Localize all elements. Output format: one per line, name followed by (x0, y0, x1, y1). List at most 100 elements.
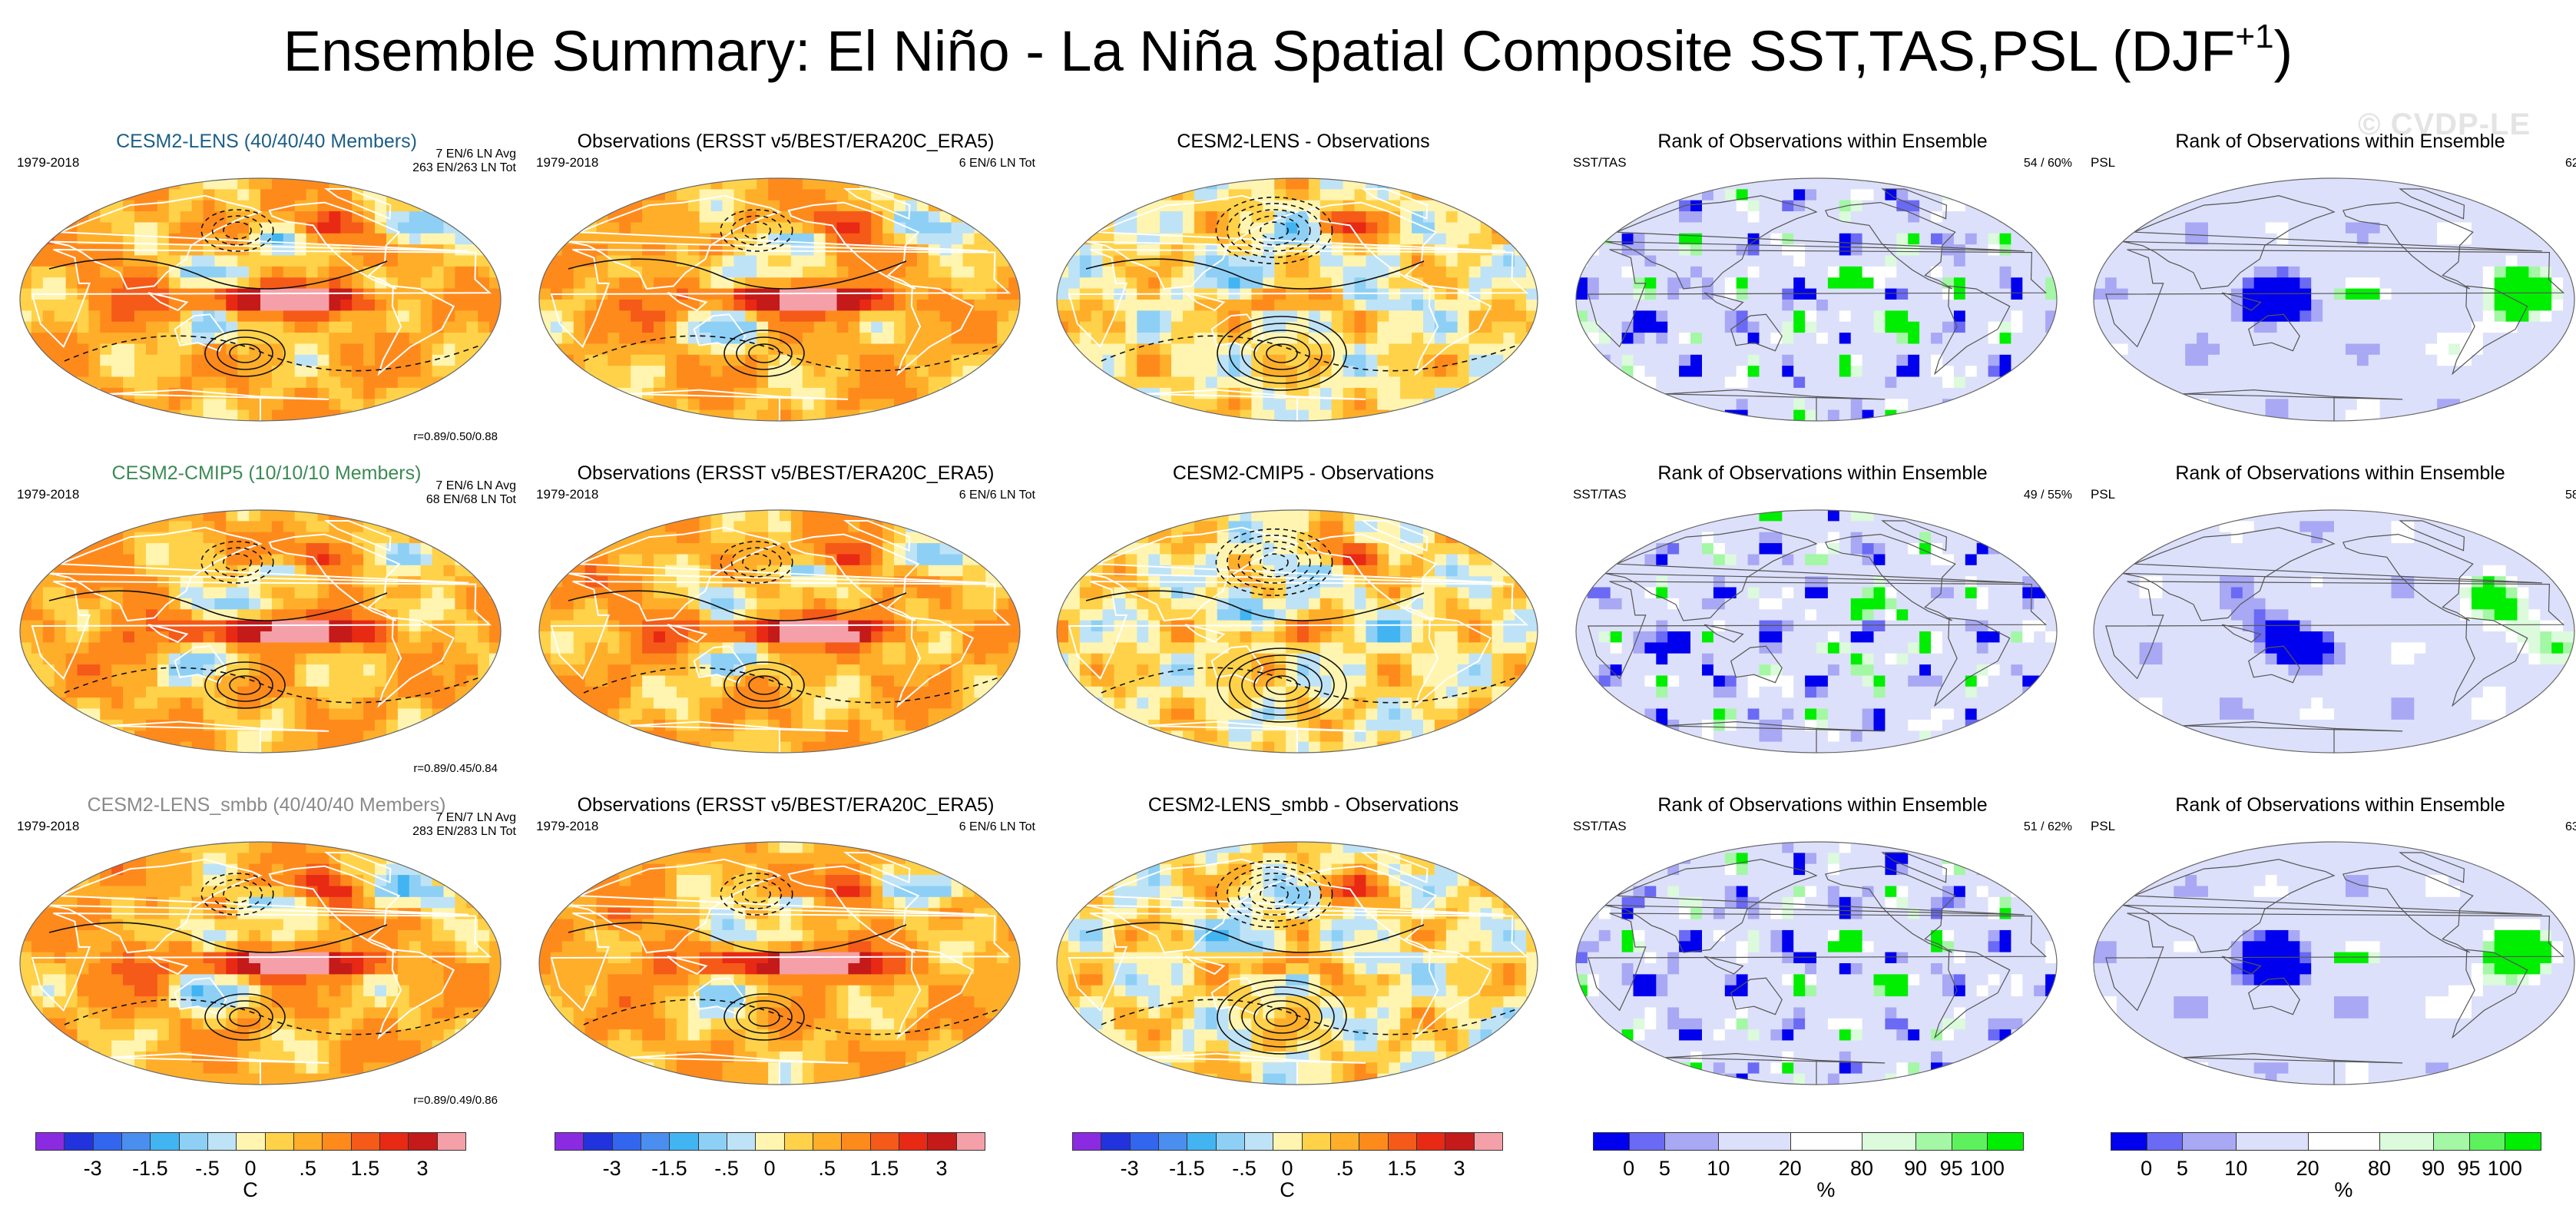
panel-title: CESM2-CMIP5 - Observations (1172, 462, 1435, 484)
colorbar-swatch (1187, 1132, 1217, 1151)
colorbar-swatch (1101, 1132, 1131, 1151)
panel-title: Observations (ERSST v5/BEST/ERA20C_ERA5) (577, 794, 995, 816)
colorbar-tick-label: 3 (416, 1157, 429, 1180)
event-counts: 7 EN/6 LN Avg 68 EN/68 LN Tot (426, 479, 516, 508)
field-cells (20, 178, 501, 421)
coastlines (2105, 520, 2565, 753)
pattern-correlation: r=0.89/0.50/0.88 (413, 430, 498, 443)
colorbar-swatch (236, 1132, 266, 1151)
colorbar-swatch (1628, 1132, 1666, 1151)
field-cells (1576, 842, 2057, 1085)
event-count-total: 68 EN/68 LN Tot (425, 493, 516, 507)
colorbar-tick-label: 3 (935, 1157, 948, 1180)
event-counts: 6 EN/6 LN Tot (959, 489, 1035, 502)
colorbar-swatch (1359, 1132, 1389, 1151)
map-rank (1575, 841, 2058, 1085)
colorbar-swatch (121, 1132, 151, 1151)
colorbar-swatch (2307, 1132, 2380, 1151)
coastlines (1068, 520, 1529, 753)
colorbar-swatch (436, 1132, 466, 1151)
colorbar-swatch (1158, 1132, 1188, 1151)
map-rankpsl (2093, 841, 2575, 1085)
coastlines (31, 852, 492, 1085)
colorbar-swatch (755, 1132, 785, 1151)
field-cells (2094, 510, 2574, 753)
map-diff (1056, 509, 1538, 754)
colorbar-swatch (293, 1132, 323, 1151)
colorbar-tick-label: 5 (2176, 1157, 2188, 1180)
event-count-avg: 7 EN/7 LN Avg (435, 811, 516, 824)
map-obs (538, 841, 1021, 1085)
colorbar-swatch (1387, 1132, 1417, 1151)
colorbar-swatch (1915, 1132, 1952, 1151)
map-rankpsl (2093, 177, 2575, 422)
colorbar-tick-label: 100 (1969, 1157, 2005, 1180)
period-label: 1979-2018 (17, 819, 80, 833)
colorbar-tick-label: 1.5 (869, 1157, 899, 1180)
colorbar-tick-label: 0 (2141, 1157, 2153, 1180)
colorbar-unit: % (1816, 1178, 1836, 1201)
colorbar-tick-label: 0 (244, 1157, 257, 1180)
rank-percentage: 49 / 55% (2023, 489, 2072, 502)
panel-rankpsl: Rank of Observations within Ensemble PSL 6… (2083, 793, 2576, 1123)
panel-title: Rank of Observations within Ensemble (2175, 462, 2505, 484)
coastlines (2105, 852, 2565, 1085)
colorbar-tick-label: 1.5 (1387, 1157, 1417, 1180)
colorbar-tick-label: 100 (2487, 1157, 2522, 1180)
panel-rank: Rank of Observations within Ensemble SST/… (1565, 793, 2080, 1123)
colorbar-swatch (727, 1132, 757, 1151)
panel-title: CESM2-LENS - Observations (1177, 131, 1430, 152)
psl-contours (1085, 196, 1517, 391)
colorbar-swatch (264, 1132, 294, 1151)
coastlines (550, 852, 1012, 1085)
colorbar-tick-label: -1.5 (1169, 1157, 1205, 1180)
colorbar-swatch (1862, 1132, 1916, 1151)
colorbar-swatch (1301, 1132, 1331, 1151)
colorbar-swatch (1987, 1132, 2024, 1151)
colorbar-swatch (350, 1132, 380, 1151)
colorbar-tick-label: .5 (818, 1157, 836, 1180)
period-label: 1979-2018 (17, 487, 80, 502)
coastlines (31, 520, 492, 753)
map-diff (1056, 177, 1538, 422)
colorbar-swatch (583, 1132, 613, 1151)
variable-label: PSL (2091, 819, 2116, 833)
colorbar-rank: 0 5 10 20 80 90 95 100% (2111, 1132, 2541, 1209)
panel-diff: CESM2-LENS - Observations (1046, 129, 1561, 459)
colorbar-tick-label: 80 (2367, 1157, 2392, 1180)
rank-percentage: 58% (2564, 489, 2576, 502)
panel-obs: Observations (ERSST v5/BEST/ERA20C_ERA5)… (528, 461, 1043, 791)
colorbar-swatch (1129, 1132, 1159, 1151)
colorbar-swatch (927, 1132, 957, 1151)
colorbar-swatch (1473, 1132, 1503, 1151)
coastlines (1068, 188, 1529, 421)
colorbar-tick-label: -.5 (195, 1157, 220, 1180)
panel-rankpsl: Rank of Observations within Ensemble PSL 5… (2083, 461, 2576, 791)
psl-contours (48, 541, 480, 709)
panel-title: Observations (ERSST v5/BEST/ERA20C_ERA5) (577, 462, 995, 484)
field-cells (2094, 178, 2574, 421)
colorbar-tick-label: -.5 (714, 1157, 739, 1180)
period-label: 1979-2018 (17, 155, 80, 170)
event-count-avg: 7 EN/6 LN Avg (435, 147, 516, 161)
colorbar-tick-label: -1.5 (132, 1157, 168, 1180)
colorbar-swatch (322, 1132, 352, 1151)
field-cells (539, 842, 1020, 1085)
colorbar-swatch (1951, 1132, 1988, 1151)
colorbar-tick-label: 0 (763, 1157, 776, 1180)
colorbar-swatch (1790, 1132, 1862, 1151)
rank-percentage: 51 / 62% (2023, 820, 2072, 833)
colorbar-tick-label: 80 (1849, 1157, 1874, 1180)
panel-rank: Rank of Observations within Ensemble SST/… (1565, 461, 2080, 791)
panel-title: CESM2-LENS (40/40/40 Members) (116, 131, 417, 152)
psl-contours (1085, 860, 1517, 1055)
coastlines (1588, 852, 2048, 1085)
colorbar-temp: -3 -1.5 -.5 0 .5 1.5 3 C (35, 1132, 466, 1209)
period-label: 1979-2018 (536, 819, 599, 833)
coastlines (31, 188, 492, 421)
colorbar-swatch (2433, 1132, 2470, 1151)
field-cells (1057, 842, 1538, 1085)
pattern-correlation: r=0.89/0.45/0.84 (413, 762, 498, 775)
event-counts: 7 EN/7 LN Avg 283 EN/283 LN Tot (412, 811, 516, 840)
field-cells (2094, 842, 2574, 1085)
